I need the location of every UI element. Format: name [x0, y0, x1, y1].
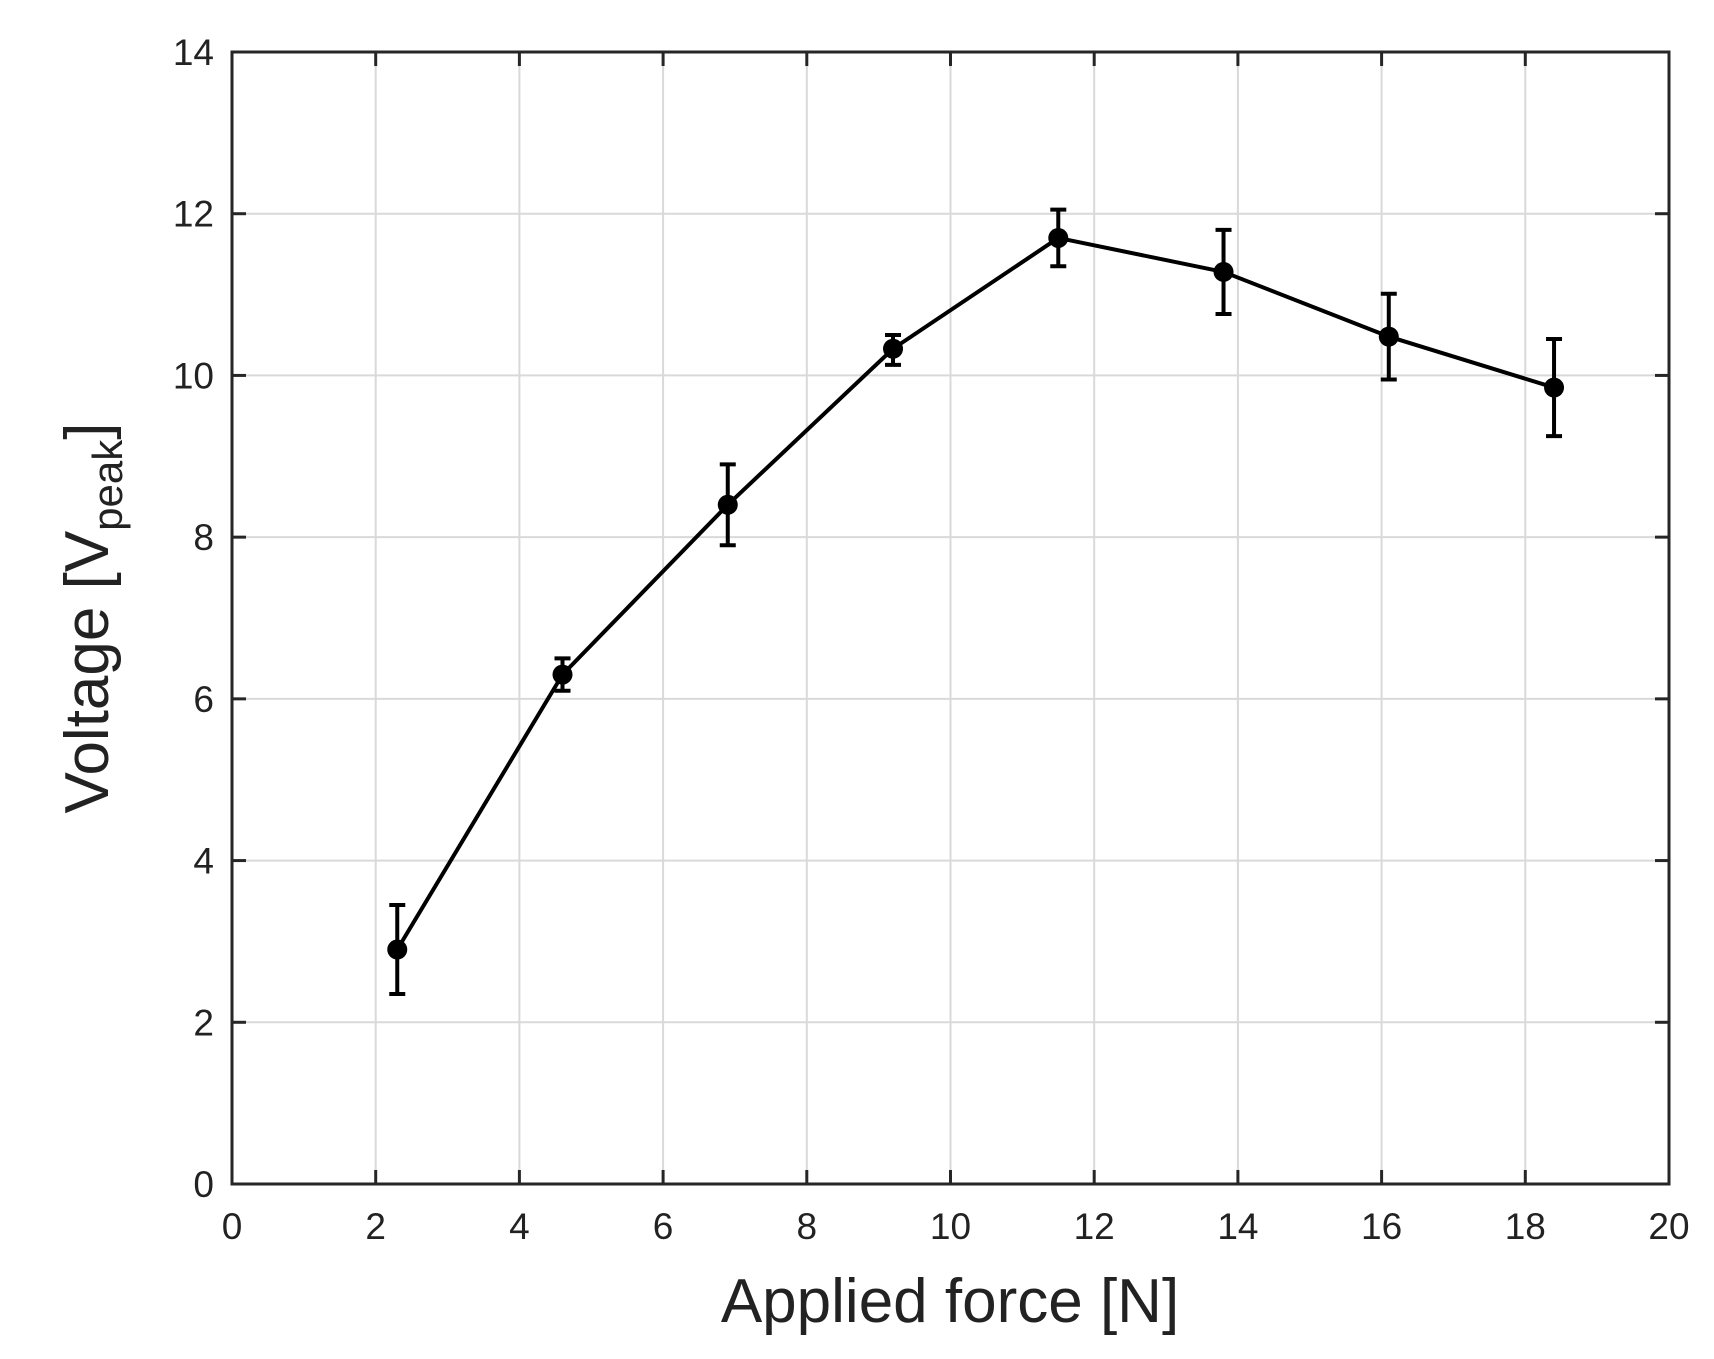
x-tick-label: 20 — [1648, 1206, 1689, 1247]
y-axis-title-subscript: peak — [84, 439, 131, 531]
x-tick-label: 10 — [930, 1206, 971, 1247]
data-point — [1048, 227, 1069, 248]
data-point — [717, 494, 738, 515]
data-point — [1378, 326, 1399, 347]
y-tick-label: 6 — [193, 679, 214, 720]
y-axis-title-main: Voltage [V — [53, 530, 122, 813]
y-tick-label: 10 — [173, 355, 214, 396]
y-tick-label: 4 — [193, 841, 214, 882]
tick-labels: 0 2 4 6 8 10 12 14 16 18 20 0 2 4 6 8 10 12 14 — [173, 32, 1690, 1247]
x-tick-label: 8 — [797, 1206, 818, 1247]
x-axis-title: Applied force [N] — [721, 1267, 1179, 1336]
grid-lines — [232, 52, 1669, 1184]
data-point — [883, 338, 904, 359]
x-tick-label: 14 — [1217, 1206, 1258, 1247]
x-tick-label: 6 — [653, 1206, 674, 1247]
data-point — [387, 939, 408, 960]
x-tick-label: 18 — [1505, 1206, 1546, 1247]
y-axis-title: Voltage [Vpeak] — [53, 423, 131, 814]
series-line — [395, 235, 1555, 951]
x-tick-label: 16 — [1361, 1206, 1402, 1247]
data-point — [1213, 261, 1234, 282]
axis-ticks — [230, 50, 1671, 1186]
data-point — [1544, 377, 1565, 398]
data-point — [552, 664, 573, 685]
x-tick-label: 2 — [365, 1206, 386, 1247]
x-tick-label: 12 — [1074, 1206, 1115, 1247]
y-tick-label: 2 — [193, 1002, 214, 1043]
y-tick-label: 12 — [173, 194, 214, 235]
series-layer — [387, 207, 1565, 996]
y-tick-label: 14 — [173, 32, 214, 73]
x-tick-label: 4 — [509, 1206, 530, 1247]
y-axis-title-close: ] — [53, 423, 122, 440]
x-tick-label: 0 — [222, 1206, 243, 1247]
y-tick-label: 8 — [193, 517, 214, 558]
y-tick-label: 0 — [193, 1164, 214, 1205]
